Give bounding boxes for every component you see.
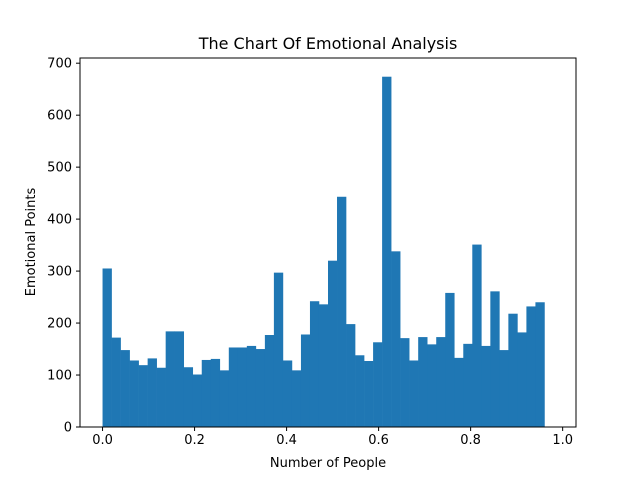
plot-frame	[79, 57, 577, 428]
histogram-bar	[328, 260, 338, 427]
histogram-bar	[364, 360, 374, 427]
histogram-bar	[246, 345, 257, 427]
histogram-bar	[391, 251, 401, 427]
histogram-bar	[210, 358, 221, 427]
histogram-bar	[111, 337, 121, 427]
histogram-bar	[273, 272, 284, 427]
x-tick-label: 0.2	[184, 433, 205, 448]
histogram-bar	[526, 306, 536, 427]
histogram-bar	[201, 359, 212, 427]
histogram-bar	[264, 335, 275, 427]
y-axis-label: Emotional Points	[24, 188, 39, 297]
histogram-bar	[219, 370, 230, 427]
histogram-bar	[400, 338, 410, 427]
y-tick-label: 100	[47, 369, 72, 384]
histogram-bar	[129, 360, 139, 427]
histogram-bar	[472, 244, 482, 427]
histogram-bar	[300, 334, 311, 427]
y-tick-label: 500	[47, 161, 72, 176]
histogram-bar	[147, 358, 157, 427]
histogram-bar	[499, 350, 509, 427]
histogram-bar	[382, 76, 392, 427]
histogram-bar	[291, 370, 302, 427]
histogram-bar	[174, 331, 185, 427]
y-tick-label: 400	[47, 213, 72, 228]
histogram-bar	[481, 345, 491, 427]
histogram-bar	[237, 347, 248, 427]
histogram-bar	[463, 343, 473, 427]
histogram-bar	[309, 301, 320, 427]
histogram-bar	[490, 291, 500, 427]
y-tick-label: 300	[47, 265, 72, 280]
histogram-bar	[138, 365, 148, 427]
x-tick-label: 0.8	[460, 433, 481, 448]
histogram-bar	[165, 331, 175, 427]
histogram-bar	[255, 349, 266, 427]
x-tick-label: 0.0	[92, 433, 113, 448]
histogram-bar	[445, 292, 455, 427]
x-tick-label: 1.0	[552, 433, 573, 448]
histogram-bar	[120, 350, 130, 427]
axes-group: 0.0 0.2 0.4 0.6 0.8 1.0 0 100 200 300 400 500 600 700	[47, 57, 577, 448]
histogram-bar	[454, 357, 464, 427]
x-tick-label: 0.4	[276, 433, 297, 448]
histogram-bar	[427, 344, 437, 427]
histogram-bar	[409, 360, 419, 427]
histogram-bar	[102, 268, 112, 427]
x-tick-label: 0.6	[368, 433, 389, 448]
y-tick-label: 200	[47, 317, 72, 332]
histogram-bar	[346, 324, 356, 427]
histogram-bar	[418, 337, 428, 427]
histogram-bar	[183, 367, 194, 427]
histogram-bar	[318, 304, 329, 427]
y-tick-label: 600	[47, 109, 72, 124]
y-tick-label: 0	[64, 421, 72, 436]
histogram-bar	[373, 342, 383, 427]
histogram-bar	[517, 332, 527, 427]
histogram-bar	[156, 367, 166, 427]
histogram-bar	[282, 360, 293, 427]
histogram-bar	[337, 196, 347, 427]
x-axis-label: Number of People	[270, 456, 386, 471]
bars-group	[102, 76, 545, 427]
histogram-bar	[355, 355, 365, 427]
histogram-bar	[508, 313, 518, 427]
histogram-bar	[535, 302, 545, 427]
histogram-bar	[436, 337, 446, 427]
histogram-bar	[192, 374, 203, 427]
histogram-bar	[228, 347, 239, 427]
y-tick-label: 700	[47, 57, 72, 72]
chart-title: The Chart Of Emotional Analysis	[198, 34, 458, 53]
